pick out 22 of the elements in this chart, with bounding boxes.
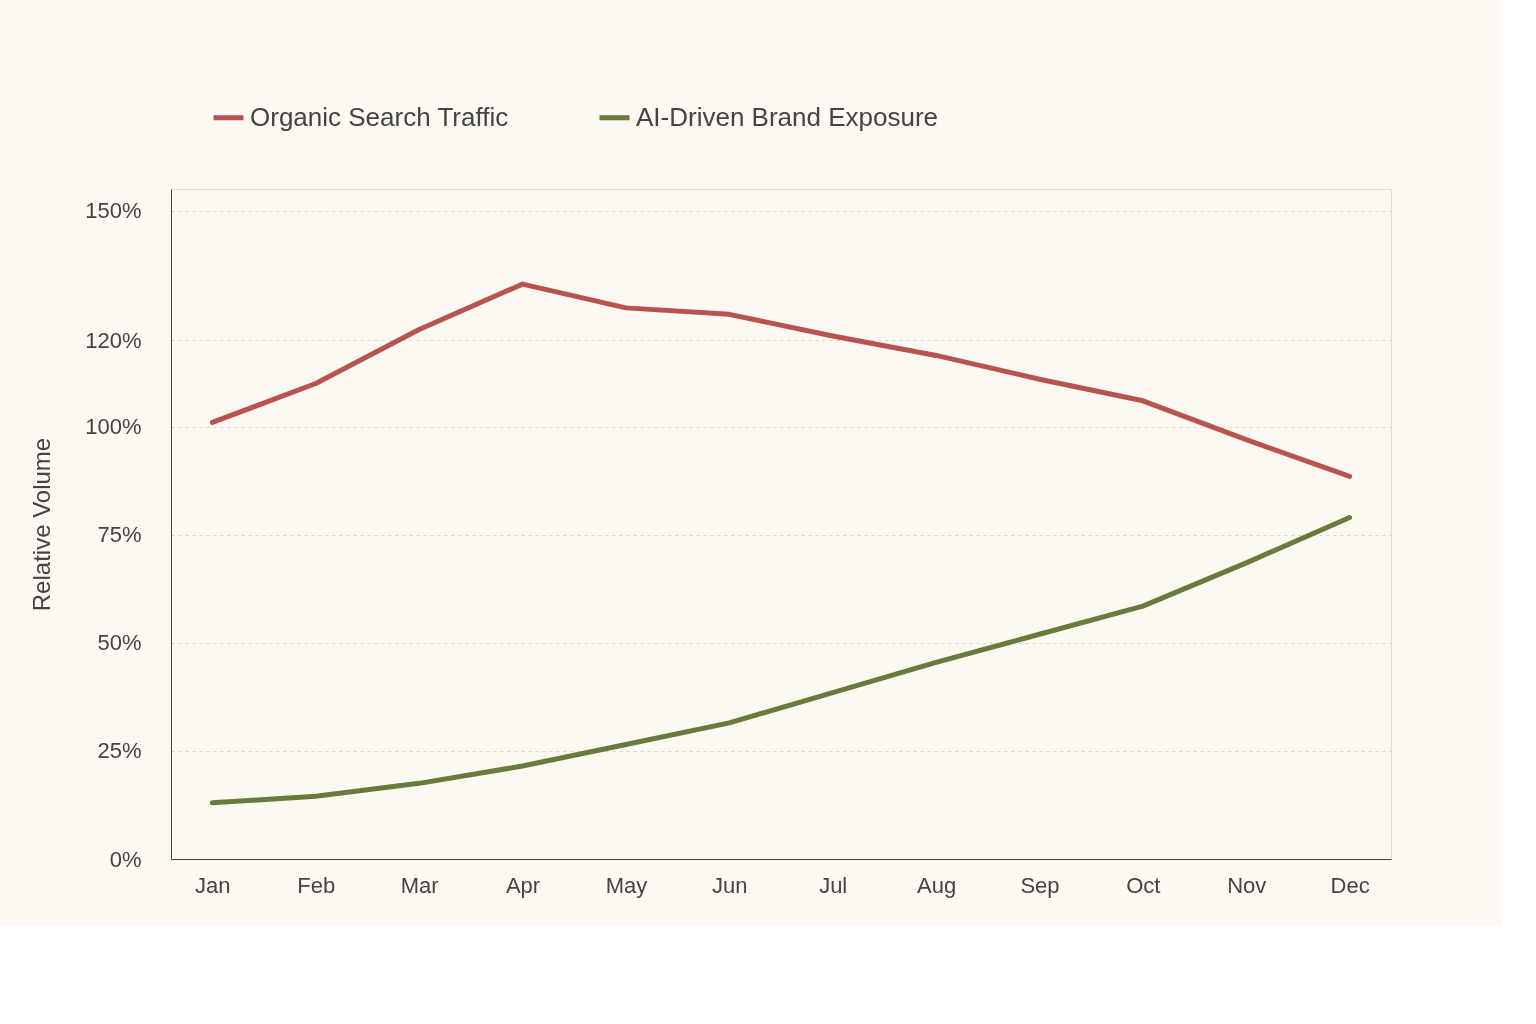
y-tick-label: 0% (109, 846, 142, 872)
y-tick-label: 100% (85, 414, 142, 440)
y-tick-label: 50% (97, 630, 142, 656)
y-tick-label: 150% (85, 198, 142, 224)
x-tick-label: Aug (917, 872, 957, 898)
y-tick-label: 75% (97, 522, 142, 548)
x-tick-label: Jul (819, 872, 848, 898)
x-tick-label: Oct (1126, 872, 1161, 898)
x-tick-label: Sep (1020, 872, 1060, 898)
x-tick-label: Jun (712, 872, 748, 898)
y-axis-title: Relative Volume (28, 437, 56, 612)
legend-label: AI-Driven Brand Exposure (636, 101, 939, 132)
legend-label: Organic Search Traffic (250, 101, 509, 132)
x-tick-label: Mar (400, 872, 439, 898)
x-tick-label: Feb (297, 872, 336, 898)
x-tick-label: Jan (195, 872, 231, 898)
x-tick-label: Apr (505, 872, 541, 898)
x-tick-label: Nov (1227, 872, 1267, 898)
y-tick-label: 120% (85, 327, 142, 353)
x-tick-label: Dec (1330, 872, 1370, 898)
x-tick-label: May (605, 872, 648, 898)
y-tick-label: 25% (97, 738, 142, 764)
